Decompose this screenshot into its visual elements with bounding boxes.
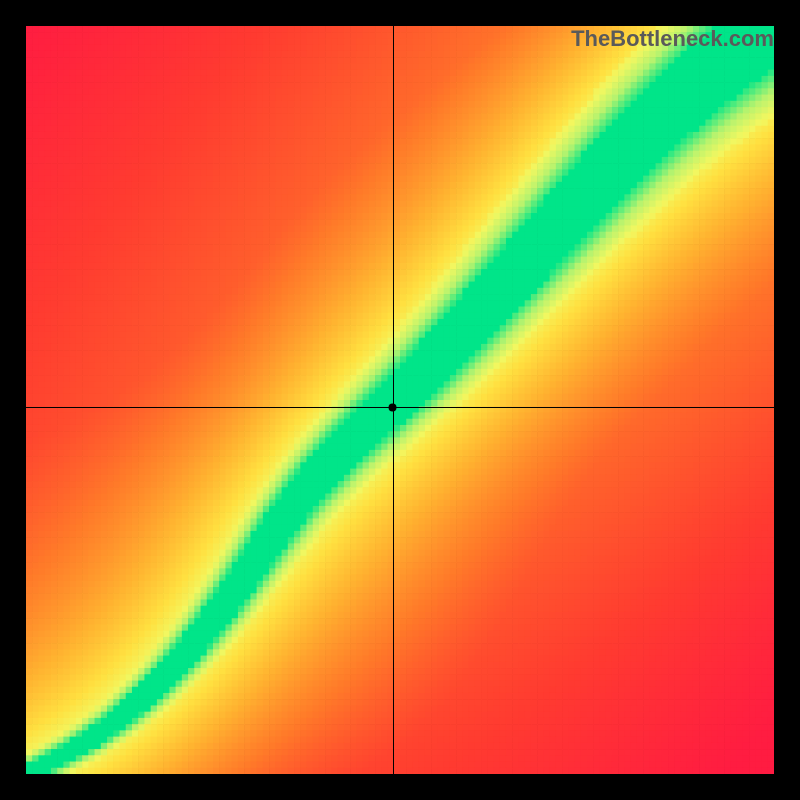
- bottleneck-heatmap: [0, 0, 800, 800]
- watermark-text: TheBottleneck.com: [571, 26, 774, 52]
- chart-container: TheBottleneck.com: [0, 0, 800, 800]
